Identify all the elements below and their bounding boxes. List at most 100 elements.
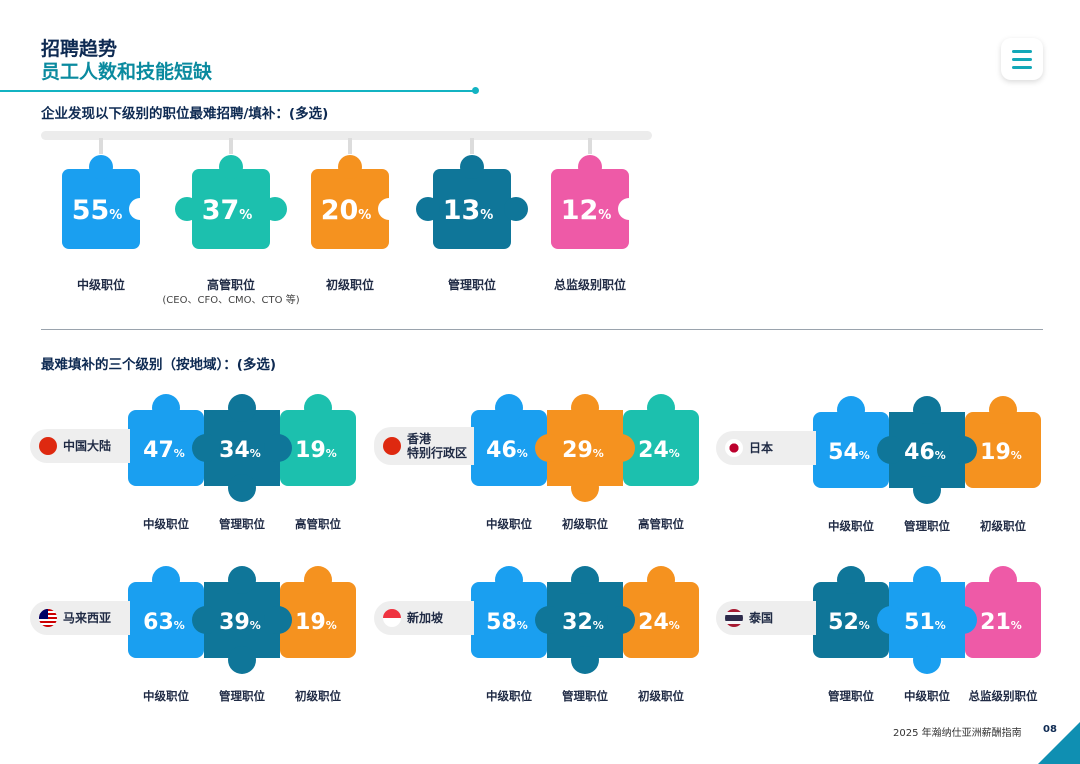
- value-label: 19%: [295, 438, 337, 463]
- region-name: 马来西亚: [63, 611, 112, 625]
- region-name: 日本: [749, 441, 774, 455]
- value-number: 29: [562, 438, 593, 463]
- category-note: (CEO、CFO、CMO、CTO 等): [162, 295, 300, 306]
- category-label: 初级职位: [562, 517, 608, 531]
- value-label: 24%: [638, 610, 680, 635]
- region-bar-segment: [889, 412, 965, 488]
- region-name-line: 香港: [407, 432, 432, 446]
- puzzle-knob: [175, 197, 199, 221]
- value-number: 21: [980, 610, 1011, 635]
- region-bar-segment: [547, 582, 623, 658]
- title-underline-dot: [472, 87, 479, 94]
- flag-icon-hk: [383, 437, 401, 455]
- region-puzzle-strip: [471, 394, 699, 502]
- value-unit: %: [250, 619, 261, 632]
- puzzle-knob: [607, 434, 635, 462]
- puzzle-knob: [837, 396, 865, 424]
- menu-button[interactable]: [1001, 38, 1043, 80]
- value-unit: %: [598, 208, 611, 223]
- category-label: 管理职位: [562, 689, 608, 703]
- value-unit: %: [517, 447, 528, 460]
- puzzle-knob: [535, 434, 563, 462]
- category-label: 管理职位: [219, 517, 265, 531]
- category-label: 中级职位: [828, 519, 874, 533]
- value-unit: %: [593, 619, 604, 632]
- value-number: 13: [443, 195, 481, 226]
- puzzle-knob: [535, 606, 563, 634]
- value-label: 47%: [143, 438, 185, 463]
- corner-decoration: [1038, 722, 1080, 764]
- puzzle-knob: [647, 566, 675, 594]
- value-label: 58%: [486, 610, 528, 635]
- puzzle-knob: [913, 646, 941, 674]
- value-label: 34%: [219, 438, 261, 463]
- puzzle-knob: [228, 394, 256, 422]
- value-unit: %: [859, 619, 870, 632]
- category-label: 管理职位: [447, 278, 496, 292]
- region-bar-segment: [471, 582, 547, 658]
- title-underline: [0, 90, 475, 92]
- category-label: 初级职位: [980, 519, 1026, 533]
- value-unit: %: [935, 619, 946, 632]
- region-name-line: 特别行政区: [407, 446, 468, 460]
- category-label: 总监级别职位: [553, 278, 626, 292]
- value-label: 52%: [828, 610, 870, 635]
- category-label: 中级职位: [143, 689, 189, 703]
- region-bar-segment: [813, 582, 889, 658]
- page-subtitle: 员工人数和技能短缺: [41, 61, 213, 83]
- value-label: 19%: [980, 440, 1022, 465]
- region-pill: 马来西亚: [30, 601, 130, 635]
- category-label: 初级职位: [638, 689, 684, 703]
- value-number: 63: [143, 610, 174, 635]
- category-label: 初级职位: [325, 278, 374, 292]
- region-name: 香港 特别行政区: [407, 432, 467, 460]
- value-label: 24%: [638, 438, 680, 463]
- region-name: 中国大陆: [63, 439, 112, 453]
- value-unit: %: [517, 619, 528, 632]
- value-number: 24: [638, 438, 669, 463]
- value-unit: %: [326, 447, 337, 460]
- puzzle-knob: [495, 394, 523, 422]
- puzzle-piece: [311, 155, 400, 249]
- value-label: 12%: [561, 195, 612, 226]
- value-unit: %: [250, 447, 261, 460]
- value-number: 39: [219, 610, 250, 635]
- puzzle-notch: [378, 198, 400, 220]
- category-label: 管理职位: [904, 519, 950, 533]
- puzzle-knob: [647, 394, 675, 422]
- value-number: 19: [295, 610, 326, 635]
- region-pill: 香港 特别行政区: [374, 427, 474, 465]
- region-pill: 新加坡: [374, 601, 474, 635]
- puzzle-body: [62, 169, 140, 249]
- puzzle-knob: [192, 434, 220, 462]
- puzzle-knob: [264, 434, 292, 462]
- value-label: 19%: [295, 610, 337, 635]
- puzzle-knob: [304, 394, 332, 422]
- category-label: 总监级别职位: [968, 689, 1038, 703]
- value-label: 39%: [219, 610, 261, 635]
- value-number: 19: [295, 438, 326, 463]
- puzzle-body: [192, 169, 270, 249]
- category-label: 中级职位: [486, 517, 532, 531]
- section-divider: [41, 329, 1043, 330]
- puzzle-piece: [416, 155, 528, 249]
- value-label: 51%: [904, 610, 946, 635]
- puzzle-knob: [228, 646, 256, 674]
- puzzle-knob: [571, 566, 599, 594]
- value-number: 12: [561, 195, 599, 226]
- puzzle-knob: [192, 606, 220, 634]
- value-unit: %: [239, 208, 252, 223]
- value-unit: %: [669, 619, 680, 632]
- value-unit: %: [1011, 619, 1022, 632]
- puzzle-knob: [578, 155, 602, 179]
- value-label: 46%: [486, 438, 528, 463]
- value-number: 51: [904, 610, 935, 635]
- region-bar-segment: [813, 412, 889, 488]
- category-label: 管理职位: [828, 689, 874, 703]
- value-label: 63%: [143, 610, 185, 635]
- puzzle-body: [311, 169, 389, 249]
- flag-icon-cn: [39, 437, 57, 455]
- footer-publication: 2025 年瀚纳仕亚洲薪酬指南: [893, 728, 1022, 739]
- puzzle-knob: [607, 606, 635, 634]
- region-puzzle-strip: [813, 396, 1041, 504]
